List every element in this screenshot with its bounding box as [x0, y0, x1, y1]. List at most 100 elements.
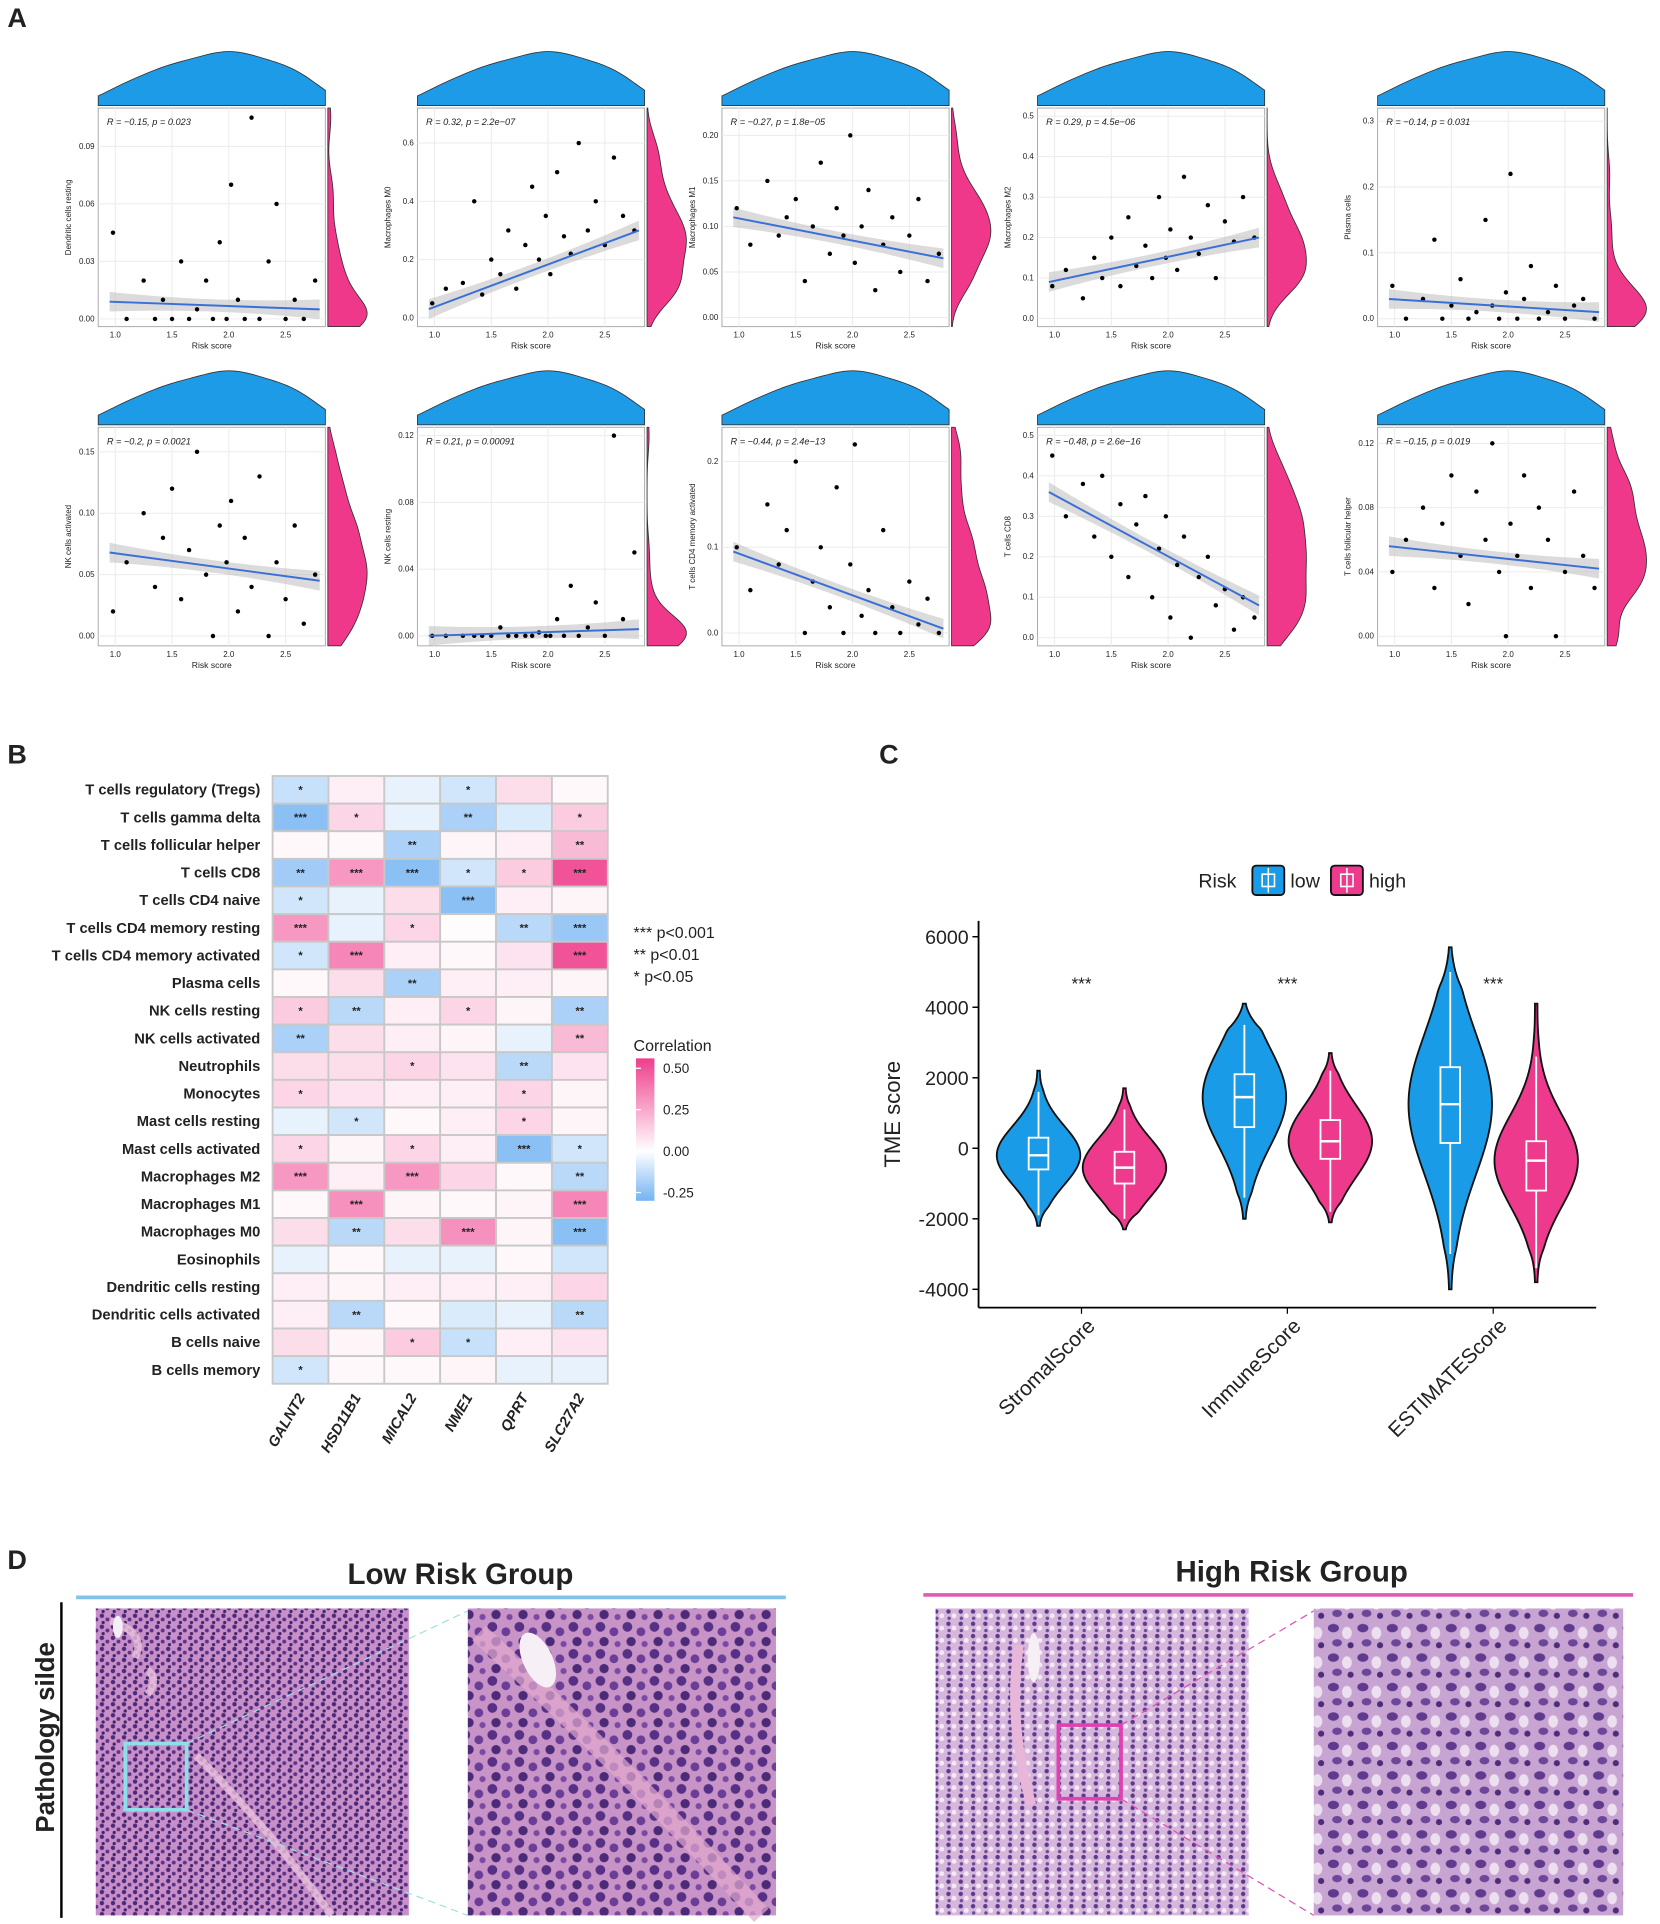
x-axis-label: Risk score [816, 341, 856, 351]
point [1163, 514, 1169, 519]
point [1174, 562, 1180, 568]
point [1545, 309, 1551, 315]
x-tick-label: 1.0 [429, 331, 441, 340]
heat-cell [439, 940, 497, 971]
point [228, 498, 234, 504]
point [898, 269, 903, 275]
significance-legend: *** p<0.001 [634, 925, 715, 942]
annotation: R = −0.14, p = 0.031 [1386, 117, 1470, 127]
vessel [519, 1632, 557, 1688]
zoom-link [1120, 1610, 1315, 1726]
significance-mark: ** [576, 1033, 585, 1045]
point [776, 562, 781, 567]
heat-cell [550, 1051, 609, 1081]
heat-cell [271, 968, 330, 998]
y-tick-label: 0.0 [403, 313, 415, 322]
row-label: Mast cells activated [122, 1142, 260, 1158]
x-tick-label: 1.5 [1106, 331, 1118, 340]
point [1080, 481, 1086, 487]
point [169, 486, 175, 491]
x-tick-label: 2.5 [1559, 650, 1571, 659]
point [1466, 316, 1471, 321]
heat-cell [495, 1217, 553, 1247]
point [228, 182, 234, 187]
density-right [327, 426, 368, 647]
significance-mark: *** [462, 895, 476, 907]
point [734, 545, 739, 550]
point [841, 233, 846, 238]
plot-bg [1037, 426, 1266, 647]
pathology-image [1313, 1608, 1624, 1916]
significance-mark: *** [350, 1199, 364, 1211]
heat-cell [271, 1134, 330, 1164]
point [186, 547, 192, 553]
y-axis-label: Macrophages M0 [383, 186, 392, 248]
heat-cell [495, 913, 553, 943]
point [203, 572, 209, 577]
density-top [417, 51, 646, 107]
significance-mark: * [298, 895, 303, 907]
point [160, 535, 166, 541]
y-axis-label: Macrophages M1 [688, 186, 697, 248]
y-tick-label: 0.4 [1023, 152, 1035, 161]
heat-cell [327, 1327, 386, 1358]
point [1050, 453, 1055, 458]
point [498, 625, 503, 630]
heat-cell [327, 1355, 386, 1385]
x-axis-label: Risk score [1471, 660, 1511, 670]
significance-mark: * [298, 1088, 303, 1100]
x-tick-label: 1.5 [167, 650, 179, 659]
point [1149, 595, 1155, 600]
y-tick-label: 0.1 [1023, 593, 1035, 602]
point [301, 621, 307, 626]
heat-cell [550, 1189, 609, 1219]
significance-mark: * [522, 867, 527, 879]
y-axis-label: Plasma cells [1344, 195, 1353, 240]
heat-cell [327, 1189, 386, 1219]
point [217, 240, 222, 245]
density-right [951, 107, 992, 328]
point [1580, 296, 1586, 302]
point [859, 613, 864, 619]
point [916, 196, 921, 202]
heat-cell [271, 1217, 330, 1247]
significance-mark: ** [520, 1061, 529, 1073]
heat-cell [271, 1244, 330, 1275]
y-tick-label: 0.0 [707, 628, 719, 637]
point [554, 616, 560, 622]
x-tick-label: 2.0 [543, 650, 555, 659]
fit-line [1388, 297, 1600, 314]
x-tick-label: 1.5 [486, 650, 498, 659]
density-top [97, 51, 326, 107]
point [203, 278, 209, 283]
density-top [1377, 51, 1606, 107]
point [1213, 603, 1219, 608]
heat-cell [383, 1299, 442, 1330]
significance-mark: * [410, 1144, 415, 1156]
point [1205, 202, 1211, 208]
heat-cell [550, 1299, 609, 1330]
point [827, 251, 833, 256]
y-axis-label: NK cells activated [64, 505, 73, 568]
heat-cell [495, 830, 553, 860]
point [793, 196, 798, 202]
heat-cell [495, 1023, 553, 1054]
heat-cell [327, 1272, 386, 1302]
point [1496, 316, 1502, 321]
point [881, 527, 886, 533]
x-tick-label: 2.0 [223, 331, 235, 340]
point [890, 605, 895, 610]
x-tick-label: 1.5 [1446, 650, 1458, 659]
density-top [721, 370, 950, 426]
point [312, 572, 318, 577]
point [257, 474, 262, 479]
point [274, 201, 279, 207]
x-tick-label: 1.0 [110, 650, 122, 659]
y-tick-label: 0.00 [398, 631, 414, 640]
x-tick-label: 2.0 [223, 650, 235, 659]
heat-cell [383, 885, 442, 916]
point [266, 259, 271, 264]
point [283, 596, 288, 602]
point [1545, 537, 1551, 542]
